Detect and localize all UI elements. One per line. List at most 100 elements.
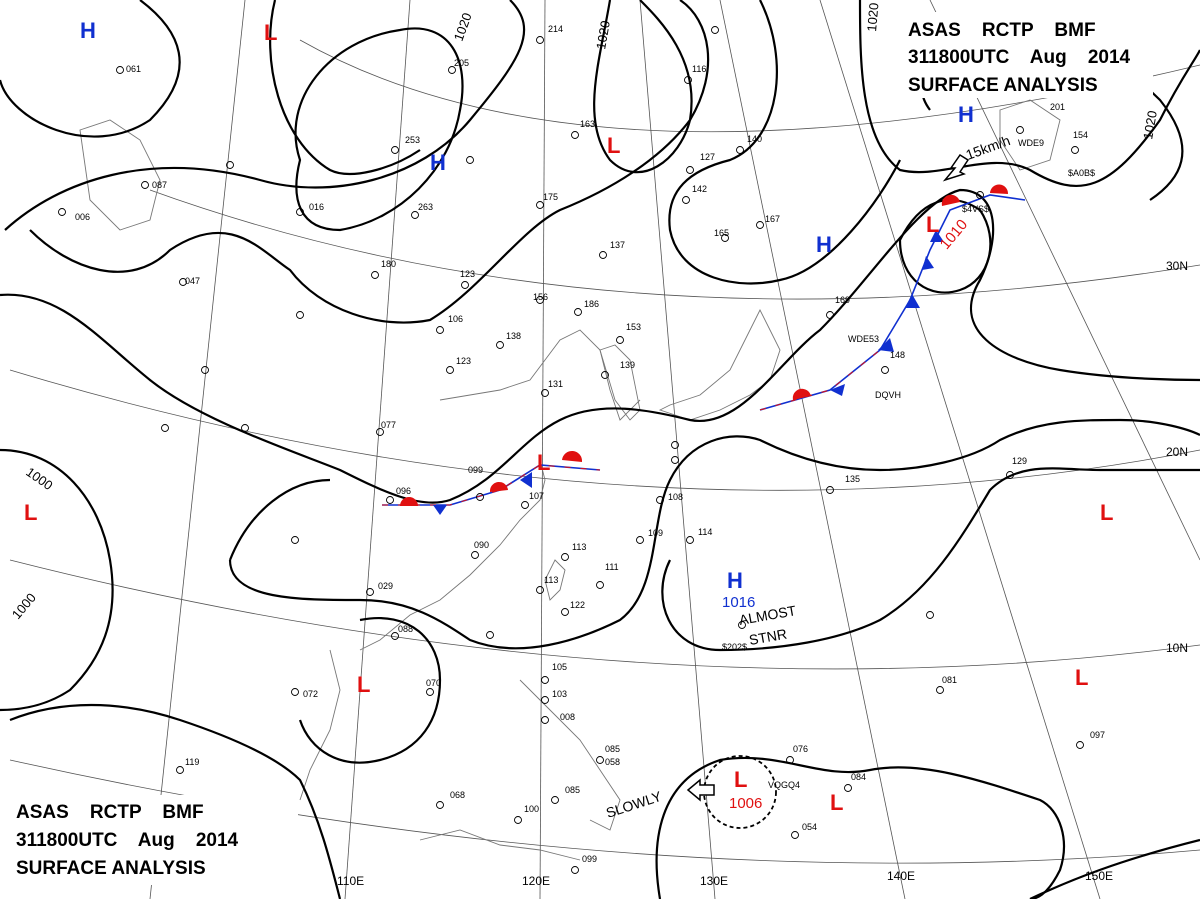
- coast-taiwan: [544, 559, 566, 601]
- ship-label: WDE9: [1018, 138, 1044, 148]
- isobar-central: [0, 188, 1200, 504]
- coast-borneo: [419, 829, 581, 861]
- ship-label: $A0B$: [1068, 168, 1095, 178]
- low-center: L: [357, 672, 370, 697]
- station-value: 113: [544, 575, 558, 585]
- warm-front-mark: [562, 450, 583, 462]
- station-plot-labels: 214 205 163 175 116 127 142 140 165 167 …: [75, 24, 1105, 864]
- high-center: H: [430, 150, 446, 175]
- station-marker: [296, 208, 304, 216]
- station-marker: [521, 501, 529, 509]
- station-marker: [446, 366, 454, 374]
- header-top-line2: 311800UTC Aug 2014: [908, 47, 1131, 68]
- low-center: L: [537, 450, 550, 475]
- station-value: 077: [381, 420, 396, 430]
- station-marker: [976, 191, 984, 199]
- station-marker: [226, 161, 234, 169]
- station-marker: [936, 686, 944, 694]
- station-value: 169: [835, 295, 850, 305]
- high-center: H: [958, 102, 974, 127]
- low-center: L: [1100, 500, 1113, 525]
- isobar-ne-1020: [858, 0, 1200, 188]
- station-value: 123: [460, 269, 475, 279]
- station-marker: [671, 441, 679, 449]
- station-value: 070: [426, 678, 441, 688]
- low-center: L: [926, 212, 939, 237]
- station-value: 113: [572, 542, 586, 552]
- station-marker: [536, 296, 544, 304]
- station-marker: [736, 146, 744, 154]
- warm-front-mark: [489, 481, 508, 492]
- station-marker: [201, 366, 209, 374]
- latitude-line-40n: [299, 39, 1200, 133]
- station-marker: [599, 251, 607, 259]
- station-value: 097: [1090, 730, 1105, 740]
- station-marker: [296, 311, 304, 319]
- station-value: 105: [552, 662, 567, 672]
- header-bottom: ASAS RCTP BMF 311800UTC Aug 2014 SURFACE…: [12, 795, 298, 885]
- station-marker: [1071, 146, 1079, 154]
- header-bottom-line2: 311800UTC Aug 2014: [16, 830, 239, 851]
- station-value: 129: [1012, 456, 1027, 466]
- high-center: H: [727, 568, 743, 593]
- station-value: 087: [152, 180, 167, 190]
- station-marker: [179, 278, 187, 286]
- isobar-label: 1020: [864, 2, 881, 32]
- meridian-140e: [719, 0, 906, 899]
- station-marker: [738, 621, 746, 629]
- station-marker: [571, 131, 579, 139]
- station-value: 029: [378, 581, 393, 591]
- station-marker: [844, 784, 852, 792]
- high-center: H: [816, 232, 832, 257]
- station-value: 214: [548, 24, 563, 34]
- meridian-120e: [539, 0, 546, 899]
- cold-front-mark: [830, 384, 845, 396]
- header-top: ASAS RCTP BMF 311800UTC Aug 2014 SURFACE…: [903, 12, 1153, 98]
- lat-label: 30N: [1166, 259, 1188, 273]
- station-marker: [411, 211, 419, 219]
- station-value: 109: [648, 528, 663, 538]
- isobar-high-1016: [661, 467, 1200, 652]
- lat-label: 10N: [1166, 641, 1188, 655]
- station-value: 099: [582, 854, 597, 864]
- station-value: 139: [620, 360, 635, 370]
- station-marker: [541, 389, 549, 397]
- stnr-label: STNR: [748, 626, 788, 648]
- low-center: L: [734, 767, 747, 792]
- station-value: 148: [890, 350, 905, 360]
- station-value: 006: [75, 212, 90, 222]
- coast-north-china: [439, 329, 641, 421]
- station-marker: [176, 766, 184, 774]
- isobar-subtropical: [228, 418, 1200, 650]
- station-marker: [486, 631, 494, 639]
- station-marker: [596, 756, 604, 764]
- station-value: 163: [580, 119, 595, 129]
- station-value: 263: [418, 202, 433, 212]
- station-marker: [536, 201, 544, 209]
- station-marker: [241, 424, 249, 432]
- station-circles: [58, 26, 1084, 874]
- meridian-150e: [819, 0, 1101, 899]
- cold-front-symbols: [433, 230, 944, 515]
- isobar-north-1: [4, 0, 526, 231]
- isobar-ne-low: [898, 198, 992, 294]
- station-marker: [466, 156, 474, 164]
- station-marker: [826, 486, 834, 494]
- station-marker: [561, 553, 569, 561]
- ship-label: $4VS$: [962, 204, 989, 214]
- ship-label: VQGQ4: [768, 780, 800, 790]
- station-marker: [791, 831, 799, 839]
- station-value: 119: [185, 757, 199, 767]
- station-value: 084: [851, 772, 866, 782]
- station-marker: [926, 611, 934, 619]
- station-value: 061: [126, 64, 141, 74]
- isobar-west-low-1000: [0, 448, 114, 712]
- station-marker: [1076, 741, 1084, 749]
- station-marker: [1016, 126, 1024, 134]
- low-pressure-centers: L L L L L L L L L L: [24, 20, 1113, 815]
- lon-label: 120E: [522, 874, 550, 888]
- station-marker: [426, 688, 434, 696]
- latitude-line-20n: [9, 369, 1200, 491]
